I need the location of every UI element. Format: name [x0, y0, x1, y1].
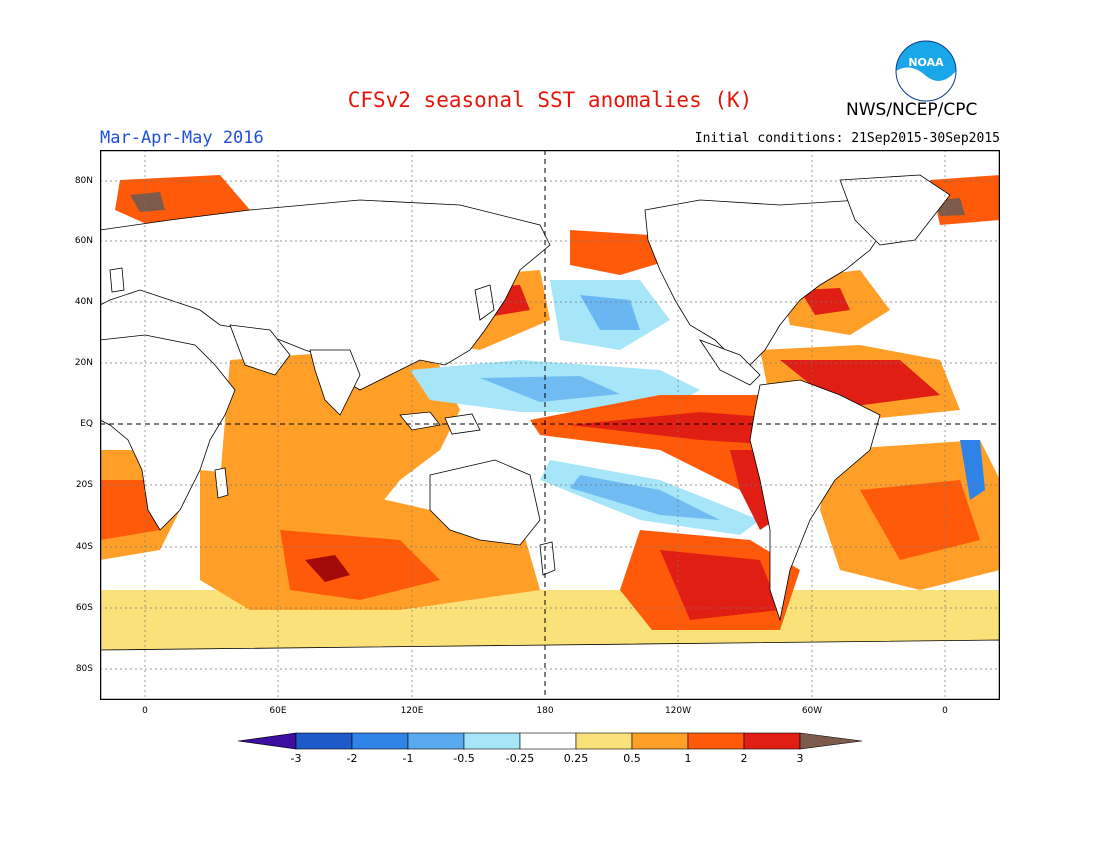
equator-dateline	[100, 150, 1000, 700]
colorbar-label: -3	[290, 752, 302, 765]
colorbar-arrow-high	[799, 732, 863, 750]
lon-label-180: 180	[536, 706, 554, 716]
lat-label-40n: 40N	[74, 297, 93, 307]
map-frame	[99, 149, 1001, 701]
lon-label-60e: 60E	[269, 706, 287, 716]
colorbar	[237, 732, 863, 754]
colorbar-label: 0.5	[623, 752, 641, 765]
lat-label-20n: 20N	[74, 358, 93, 368]
lat-lon-grid	[100, 150, 1000, 700]
lat-label-60n: 60N	[74, 236, 93, 246]
lat-label-eq: EQ	[80, 419, 93, 429]
sst-anomaly-map	[99, 149, 1001, 701]
initial-conditions-label: Initial conditions: 21Sep2015-30Sep2015	[694, 131, 1000, 146]
map-title: CFSv2 seasonal SST anomalies (K)	[347, 88, 753, 112]
lat-label-60s: 60S	[75, 603, 93, 613]
colorbar-label: 3	[796, 752, 804, 765]
colorbar-label: -0.5	[453, 752, 475, 765]
lat-label-20s: 20S	[75, 480, 93, 490]
colorbar-label: -1	[402, 752, 414, 765]
colorbar-label: 0.25	[563, 752, 589, 765]
map-svg	[99, 149, 1001, 701]
lon-label-0: 0	[142, 706, 148, 716]
colorbar-label: -2	[346, 752, 358, 765]
lat-label-40s: 40S	[75, 542, 93, 552]
colorbar-label: -0.25	[505, 752, 535, 765]
lon-label-60w: 60W	[801, 706, 823, 716]
lon-label-120w: 120W	[664, 706, 692, 716]
agency-label: NWS/NCEP/CPC	[846, 100, 978, 120]
colorbar-label: 2	[740, 752, 748, 765]
logo-text: NOAA	[908, 56, 944, 69]
lat-label-80n: 80N	[74, 176, 93, 186]
colorbar-arrow-low	[237, 732, 297, 750]
colorbar-label: 1	[684, 752, 692, 765]
lat-label-80s: 80S	[75, 664, 93, 674]
lon-label-120e: 120E	[400, 706, 424, 716]
season-label: Mar-Apr-May 2016	[100, 128, 264, 148]
noaa-logo: NOAA	[895, 40, 957, 102]
land-masses	[99, 174, 1001, 701]
lon-label-0-east: 0	[942, 706, 948, 716]
